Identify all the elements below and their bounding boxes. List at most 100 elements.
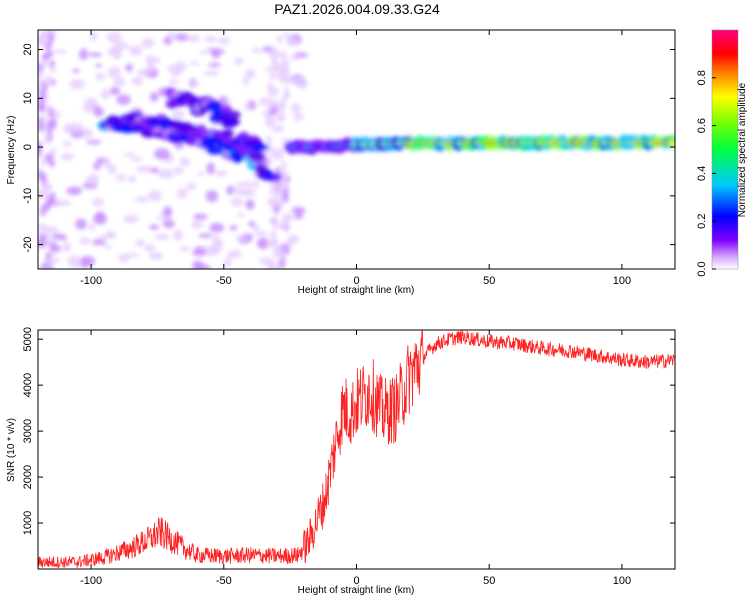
snr-xtick-label: 0 bbox=[353, 575, 359, 587]
heatmap-cell bbox=[271, 58, 278, 66]
heatmap-cell bbox=[45, 42, 52, 51]
heatmap-cell bbox=[204, 35, 217, 43]
heatmap-cell bbox=[93, 106, 104, 117]
heatmap-cell bbox=[154, 233, 170, 241]
heatmap-cell bbox=[290, 103, 302, 113]
heatmap-cell bbox=[50, 147, 57, 157]
heatmap-cell bbox=[198, 233, 213, 238]
heatmap-cell bbox=[266, 96, 273, 109]
heatmap-cell bbox=[53, 49, 68, 54]
heatmap-ytick-label: 0 bbox=[22, 144, 34, 150]
heatmap-cell bbox=[191, 250, 208, 257]
colorbar-tick-label: 0.4 bbox=[696, 166, 708, 181]
heatmap-cell bbox=[130, 50, 142, 57]
snr-series-line bbox=[38, 330, 675, 569]
heatmap-cell bbox=[41, 173, 48, 184]
heatmap-cell bbox=[69, 78, 86, 90]
heatmap-cell bbox=[89, 31, 98, 41]
heatmap-cell bbox=[49, 250, 57, 256]
heatmap-cell bbox=[284, 69, 291, 82]
heatmap-cell bbox=[38, 223, 48, 231]
heatmap-cell bbox=[270, 66, 282, 73]
heatmap-cell bbox=[128, 175, 137, 183]
heatmap-cell bbox=[39, 102, 46, 113]
colorbar bbox=[711, 29, 739, 270]
heatmap-cell bbox=[279, 257, 286, 269]
heatmap-layer bbox=[38, 30, 675, 269]
heatmap-cell bbox=[271, 124, 285, 133]
heatmap-cell bbox=[88, 223, 96, 232]
heatmap-cell bbox=[190, 80, 199, 87]
heatmap-cell bbox=[39, 38, 46, 48]
heatmap-cell bbox=[283, 32, 290, 40]
heatmap-cell bbox=[62, 241, 71, 253]
chart-title: PAZ1.2026.004.09.33.G24 bbox=[274, 1, 440, 17]
heatmap-cell bbox=[185, 34, 200, 43]
heatmap-cell bbox=[125, 63, 133, 73]
heatmap-cell bbox=[61, 155, 74, 160]
heatmap-cell bbox=[38, 148, 43, 155]
heatmap-cell bbox=[162, 218, 175, 229]
heatmap-cell bbox=[48, 31, 55, 44]
heatmap-cell bbox=[108, 163, 117, 175]
heatmap-cell bbox=[276, 35, 283, 43]
heatmap-cell bbox=[116, 94, 131, 105]
heatmap-cell bbox=[227, 249, 234, 261]
colorbar-tick-label: 0.8 bbox=[696, 70, 708, 85]
heatmap-cell bbox=[113, 77, 126, 87]
heatmap-cell bbox=[223, 110, 241, 119]
heatmap-cell bbox=[291, 77, 306, 85]
heatmap-cell bbox=[199, 265, 211, 269]
heatmap-cell bbox=[109, 86, 121, 96]
heatmap-cell bbox=[45, 75, 52, 86]
heatmap-cell bbox=[79, 237, 91, 245]
heatmap-cell bbox=[124, 253, 140, 258]
heatmap-ytick-label: -10 bbox=[22, 188, 34, 204]
heatmap-cell bbox=[40, 263, 47, 269]
heatmap-cell bbox=[176, 188, 188, 199]
heatmap-cell bbox=[46, 153, 53, 163]
heatmap-cell bbox=[280, 51, 287, 63]
heatmap-cell bbox=[88, 174, 99, 180]
heatmap-cell bbox=[42, 52, 49, 61]
heatmap-cell bbox=[269, 72, 276, 81]
heatmap-cell bbox=[107, 46, 122, 57]
heatmap-cell bbox=[272, 193, 279, 206]
heatmap-cell bbox=[50, 117, 57, 126]
snr-ytick-label: 3000 bbox=[22, 419, 34, 443]
heatmap-cell bbox=[103, 157, 111, 169]
snr-ytick-label: 1000 bbox=[22, 511, 34, 535]
heatmap-cell bbox=[136, 165, 152, 173]
heatmap-cell bbox=[93, 162, 102, 170]
heatmap-cell bbox=[148, 224, 160, 230]
heatmap-cell bbox=[282, 215, 289, 230]
heatmap-cell bbox=[251, 48, 262, 54]
heatmap-cell bbox=[214, 170, 228, 177]
heatmap-cell bbox=[217, 37, 231, 45]
heatmap-cell bbox=[46, 258, 53, 268]
heatmap-cell bbox=[215, 239, 224, 248]
heatmap-cell bbox=[173, 229, 183, 241]
heatmap-cell bbox=[271, 173, 283, 181]
heatmap-cell bbox=[43, 226, 59, 235]
heatmap-cell bbox=[234, 57, 244, 65]
heatmap-cell bbox=[206, 162, 215, 175]
heatmap-cell bbox=[191, 220, 204, 229]
heatmap-cell bbox=[293, 112, 304, 121]
heatmap-cell bbox=[228, 225, 238, 231]
heatmap-cell bbox=[91, 197, 105, 207]
heatmap-cell bbox=[269, 116, 276, 127]
heatmap-cell bbox=[230, 197, 244, 207]
heatmap-cell bbox=[168, 79, 179, 85]
heatmap-cell bbox=[203, 245, 219, 256]
heatmap-cell bbox=[267, 197, 274, 206]
snr-ytick-label: 4000 bbox=[22, 373, 34, 397]
heatmap-cell bbox=[273, 205, 280, 215]
heatmap-cell bbox=[171, 109, 185, 120]
heatmap-cell bbox=[115, 173, 127, 182]
heatmap-cell bbox=[238, 181, 254, 188]
heatmap-cell bbox=[67, 122, 84, 133]
heatmap-cell bbox=[232, 249, 242, 259]
